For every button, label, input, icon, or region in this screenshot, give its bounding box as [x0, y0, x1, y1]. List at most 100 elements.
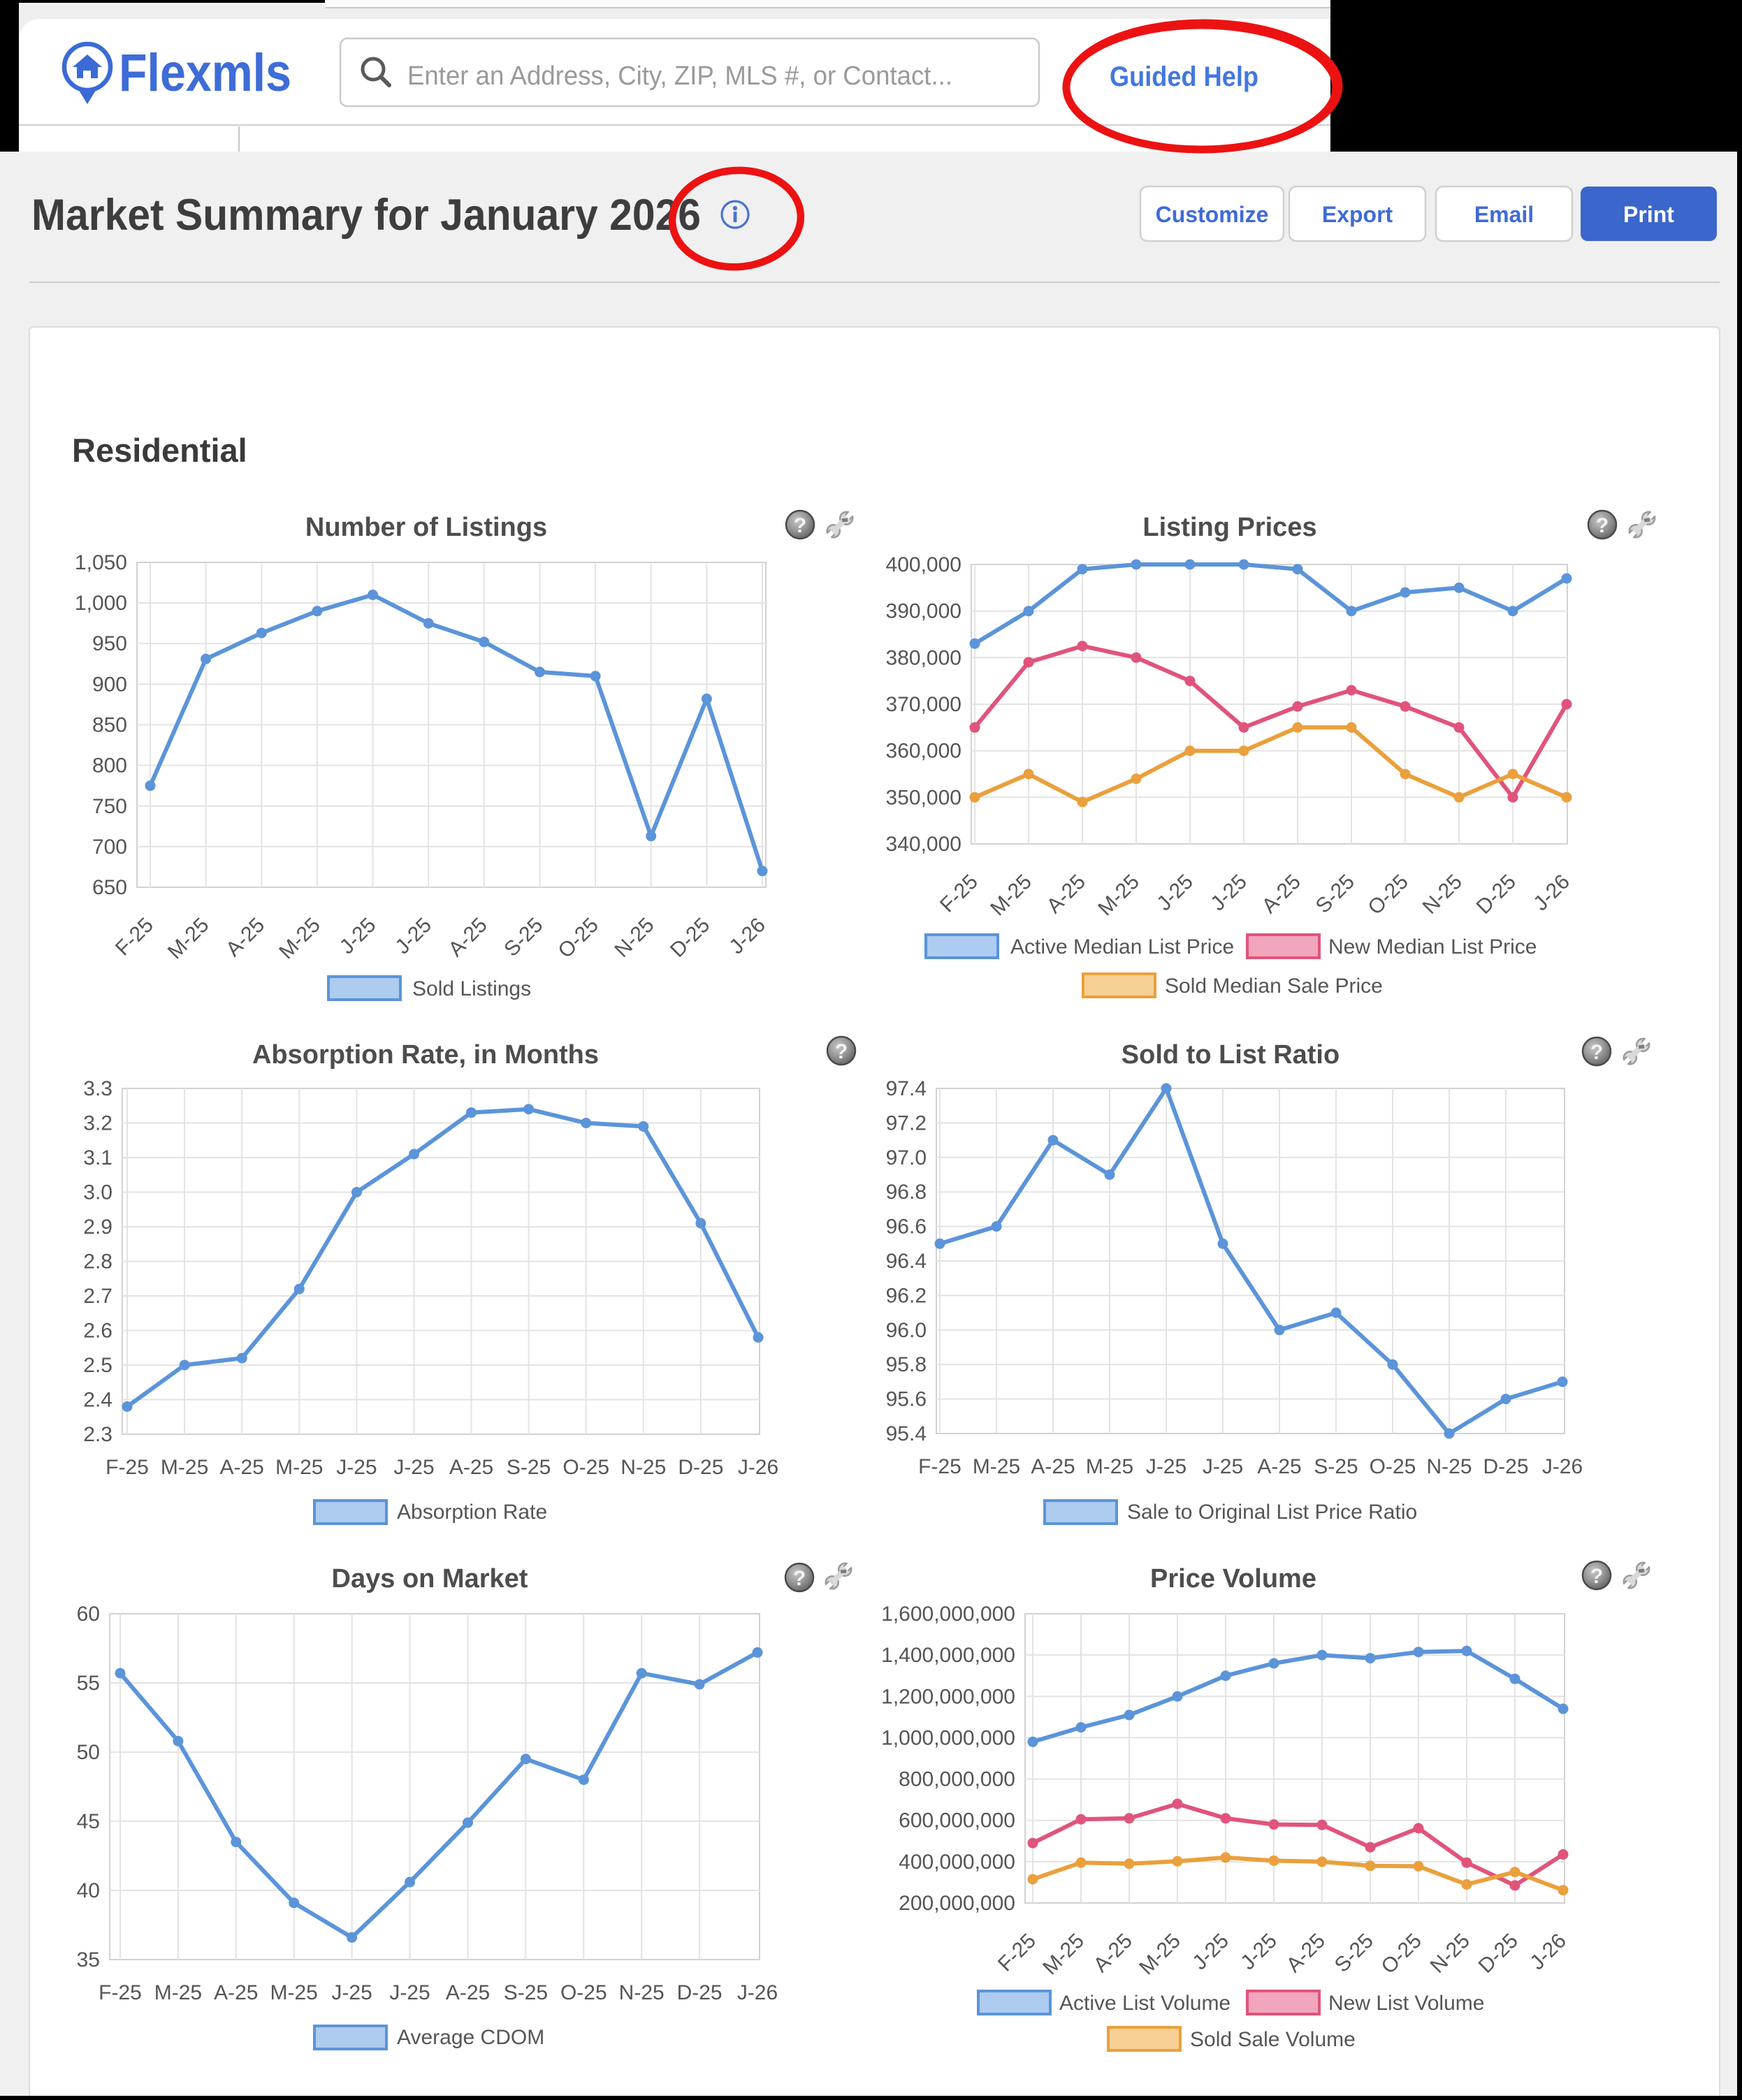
- svg-text:3.1: 3.1: [83, 1146, 112, 1169]
- svg-text:F-25: F-25: [918, 1455, 961, 1478]
- svg-text:3.2: 3.2: [83, 1112, 112, 1135]
- svg-text:55: 55: [77, 1672, 100, 1695]
- svg-text:50: 50: [77, 1741, 100, 1764]
- svg-text:1,000: 1,000: [75, 592, 127, 615]
- svg-text:800: 800: [92, 754, 127, 778]
- svg-text:New Median List Price: New Median List Price: [1328, 935, 1537, 958]
- svg-text:650: 650: [92, 876, 127, 899]
- svg-text:96.0: 96.0: [886, 1319, 927, 1342]
- svg-text:?: ?: [1590, 1041, 1603, 1064]
- svg-text:390,000: 390,000: [886, 600, 961, 623]
- svg-text:340,000: 340,000: [886, 833, 961, 856]
- svg-text:J-26: J-26: [737, 1981, 778, 2004]
- svg-text:1,000,000,000: 1,000,000,000: [881, 1726, 1015, 1749]
- svg-text:Absorption Rate: Absorption Rate: [397, 1501, 547, 1524]
- svg-text:M-25: M-25: [275, 1456, 323, 1479]
- svg-text:F-25: F-25: [99, 1981, 142, 2004]
- svg-text:M-25: M-25: [973, 1455, 1020, 1478]
- svg-text:Listing Prices: Listing Prices: [1142, 513, 1316, 542]
- svg-text:60: 60: [77, 1603, 100, 1626]
- svg-text:N-25: N-25: [619, 1981, 665, 2004]
- svg-text:O-25: O-25: [1370, 1455, 1416, 1478]
- svg-text:M-25: M-25: [1086, 1455, 1133, 1478]
- svg-text:96.6: 96.6: [886, 1216, 927, 1239]
- svg-text:Customize: Customize: [1156, 202, 1269, 227]
- svg-text:750: 750: [92, 795, 127, 818]
- svg-text:S-25: S-25: [504, 1981, 548, 2004]
- svg-text:Email: Email: [1474, 202, 1534, 227]
- svg-text:2.8: 2.8: [83, 1250, 112, 1274]
- svg-text:400,000: 400,000: [886, 553, 961, 576]
- svg-text:Price Volume: Price Volume: [1150, 1564, 1316, 1594]
- svg-text:600,000,000: 600,000,000: [899, 1809, 1015, 1832]
- svg-text:Market Summary for January 202: Market Summary for January 2026: [31, 191, 701, 240]
- svg-text:3.3: 3.3: [83, 1077, 112, 1100]
- svg-text:Sold to List Ratio: Sold to List Ratio: [1122, 1040, 1340, 1070]
- svg-text:A-25: A-25: [214, 1981, 258, 2004]
- svg-text:J-26: J-26: [1542, 1455, 1583, 1478]
- svg-text:97.4: 97.4: [886, 1077, 927, 1100]
- svg-text:40: 40: [77, 1879, 100, 1902]
- svg-text:A-25: A-25: [1031, 1455, 1075, 1478]
- svg-text:Sold Sale Volume: Sold Sale Volume: [1190, 2028, 1356, 2051]
- svg-text:Export: Export: [1322, 202, 1393, 227]
- svg-text:1,400,000,000: 1,400,000,000: [881, 1644, 1015, 1667]
- svg-text:A-25: A-25: [446, 1981, 490, 2004]
- svg-text:Sale to Original List Price Ra: Sale to Original List Price Ratio: [1127, 1501, 1417, 1524]
- svg-text:96.2: 96.2: [886, 1284, 927, 1307]
- svg-text:J-26: J-26: [738, 1456, 778, 1479]
- svg-text:J-25: J-25: [389, 1981, 430, 2004]
- svg-text:Flexmls: Flexmls: [119, 43, 291, 103]
- svg-text:95.4: 95.4: [886, 1422, 927, 1445]
- svg-text:Number of Listings: Number of Listings: [305, 513, 547, 542]
- svg-text:95.8: 95.8: [886, 1353, 927, 1376]
- svg-text:96.4: 96.4: [886, 1250, 927, 1273]
- svg-text:Sold Listings: Sold Listings: [412, 977, 531, 1000]
- svg-text:D-25: D-25: [678, 1456, 723, 1479]
- svg-text:45: 45: [77, 1810, 100, 1833]
- svg-text:J-25: J-25: [336, 1456, 377, 1479]
- svg-text:A-25: A-25: [1257, 1455, 1301, 1478]
- svg-text:M-25: M-25: [154, 1981, 202, 2004]
- svg-text:J-25: J-25: [331, 1981, 372, 2004]
- svg-text:A-25: A-25: [449, 1456, 493, 1479]
- svg-text:2.4: 2.4: [83, 1389, 112, 1412]
- svg-text:O-25: O-25: [560, 1981, 607, 2004]
- svg-text:2.5: 2.5: [83, 1354, 112, 1377]
- svg-text:Print: Print: [1623, 202, 1674, 227]
- svg-text:?: ?: [1590, 1565, 1603, 1588]
- svg-text:F-25: F-25: [106, 1456, 149, 1479]
- svg-text:D-25: D-25: [1483, 1455, 1528, 1478]
- svg-text:900: 900: [92, 673, 127, 696]
- svg-text:Average CDOM: Average CDOM: [397, 2026, 544, 2049]
- svg-text:700: 700: [92, 836, 127, 859]
- svg-text:97.0: 97.0: [886, 1146, 927, 1169]
- svg-text:2.6: 2.6: [83, 1320, 112, 1343]
- svg-text:380,000: 380,000: [886, 646, 961, 669]
- svg-text:1,600,000,000: 1,600,000,000: [881, 1603, 1015, 1626]
- svg-text:O-25: O-25: [562, 1456, 609, 1479]
- svg-text:J-25: J-25: [393, 1456, 434, 1479]
- svg-text:J-25: J-25: [1146, 1455, 1186, 1478]
- svg-text:370,000: 370,000: [886, 693, 961, 716]
- svg-text:2.3: 2.3: [83, 1423, 112, 1446]
- svg-text:?: ?: [794, 514, 806, 537]
- svg-text:New List Volume: New List Volume: [1328, 1992, 1484, 2015]
- svg-text:350,000: 350,000: [886, 786, 961, 809]
- svg-text:1,200,000,000: 1,200,000,000: [881, 1685, 1015, 1708]
- svg-text:400,000,000: 400,000,000: [899, 1851, 1015, 1874]
- svg-text:950: 950: [92, 632, 127, 655]
- svg-text:Sold Median Sale Price: Sold Median Sale Price: [1165, 975, 1383, 998]
- svg-text:360,000: 360,000: [886, 740, 961, 763]
- svg-text:200,000,000: 200,000,000: [899, 1892, 1015, 1915]
- svg-text:Active Median List Price: Active Median List Price: [1010, 935, 1234, 958]
- svg-text:Residential: Residential: [72, 432, 247, 469]
- svg-text:M-25: M-25: [161, 1456, 208, 1479]
- svg-text:Guided Help: Guided Help: [1110, 61, 1258, 92]
- svg-text:3.0: 3.0: [83, 1181, 112, 1204]
- svg-text:1,050: 1,050: [75, 551, 127, 574]
- svg-text:J-25: J-25: [1203, 1455, 1243, 1478]
- svg-text:35: 35: [77, 1948, 100, 1971]
- svg-text:?: ?: [835, 1040, 848, 1063]
- svg-text:Active List Volume: Active List Volume: [1059, 1992, 1231, 2015]
